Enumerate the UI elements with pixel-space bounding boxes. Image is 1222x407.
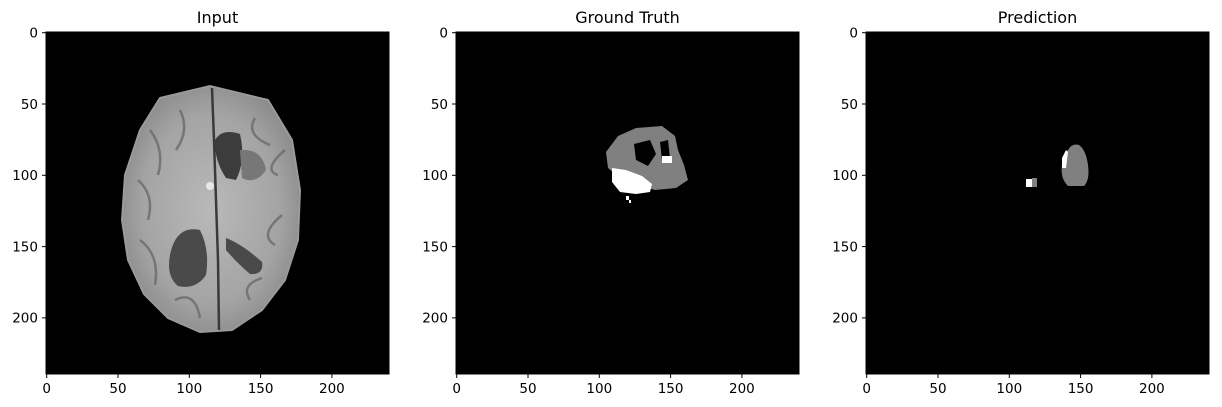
y-tick-label: 0 — [849, 26, 858, 42]
y-tick-label: 0 — [439, 26, 448, 42]
x-tick-label: 150 — [248, 381, 274, 397]
y-tick-label: 150 — [832, 239, 858, 255]
axes-frame-input — [45, 31, 390, 375]
image-ground-truth-mask — [456, 32, 799, 374]
x-tick-label: 50 — [519, 381, 536, 397]
y-tick-label: 100 — [422, 168, 448, 184]
x-axis-prediction: 0 50 100 150 200 — [862, 374, 1165, 397]
x-tick-label: 200 — [1139, 381, 1165, 397]
y-tick-label: 150 — [422, 239, 448, 255]
y-axis-ground-truth: 0 50 100 150 200 — [422, 26, 456, 327]
y-tick-label: 50 — [431, 97, 448, 113]
y-tick-label: 50 — [841, 97, 858, 113]
y-tick-label: 50 — [21, 97, 38, 113]
axes-frame-ground-truth — [455, 31, 800, 375]
y-tick-label: 150 — [12, 239, 38, 255]
x-tick-label: 200 — [729, 381, 755, 397]
x-tick-label: 0 — [862, 381, 871, 397]
x-tick-label: 150 — [658, 381, 684, 397]
x-tick-label: 100 — [996, 381, 1022, 397]
x-tick-label: 100 — [586, 381, 612, 397]
panel-input: Input — [12, 8, 390, 397]
x-tick-label: 0 — [452, 381, 461, 397]
y-axis-input: 0 50 100 150 200 — [12, 26, 46, 327]
panel-title-input: Input — [197, 8, 238, 27]
y-tick-label: 100 — [12, 168, 38, 184]
y-tick-label: 100 — [832, 168, 858, 184]
panel-prediction: Prediction 0 50 100 150 200 — [832, 8, 1210, 397]
image-brain-mri — [46, 32, 389, 374]
x-tick-label: 100 — [176, 381, 202, 397]
image-prediction-mask — [866, 32, 1209, 374]
x-axis-ground-truth: 0 50 100 150 200 — [452, 374, 755, 397]
y-tick-label: 0 — [29, 26, 38, 42]
axes-frame-prediction — [865, 31, 1210, 375]
x-tick-label: 50 — [929, 381, 946, 397]
panel-title-ground-truth: Ground Truth — [575, 8, 680, 27]
panel-ground-truth: Ground Truth 0 50 100 150 200 — [422, 8, 800, 397]
y-axis-prediction: 0 50 100 150 200 — [832, 26, 866, 327]
y-tick-label: 200 — [422, 311, 448, 327]
x-tick-label: 200 — [319, 381, 345, 397]
x-tick-label: 0 — [42, 381, 51, 397]
panel-title-prediction: Prediction — [998, 8, 1077, 27]
x-tick-label: 150 — [1068, 381, 1094, 397]
y-tick-label: 200 — [832, 311, 858, 327]
y-tick-label: 200 — [12, 311, 38, 327]
x-tick-label: 50 — [109, 381, 126, 397]
x-axis-input: 0 50 100 150 200 — [42, 374, 345, 397]
